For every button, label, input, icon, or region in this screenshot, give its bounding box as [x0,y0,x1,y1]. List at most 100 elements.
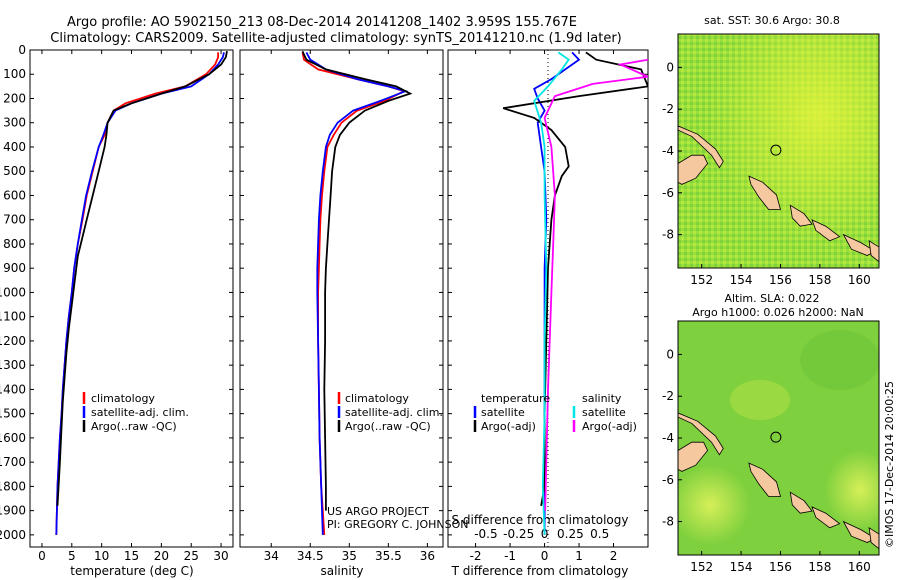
lon-tick-label: 154 [730,273,753,287]
header-line2: Climatology: CARS2009. Satellite-adjuste… [50,31,622,46]
depth-tick-label: 1300 [0,358,26,372]
x-tick-label: -2 [470,549,482,563]
sla-high-anomaly [730,380,790,420]
x-tick-label: 30 [213,549,228,563]
x-tick-label: 5 [68,549,76,563]
lon-tick-label: 160 [848,273,871,287]
x-tick-label: 20 [154,549,169,563]
series-line-argo-raw-qc- [301,50,413,511]
lat-tick-label: -8 [662,228,674,242]
lon-tick-label: 158 [808,560,831,574]
argo-position-marker [770,144,782,156]
land-island [811,219,841,242]
legend-satellite-label: satellite-adj. clim. [345,406,443,419]
lat-tick-label: -4 [662,144,674,158]
pi-annotation: PI: GREGORY C. JOHNSON [327,518,468,531]
x-tick-label: 0 [541,549,549,563]
sla-low-anomaly [800,330,879,390]
land-island [811,506,841,529]
depth-tick-label: 700 [3,213,26,227]
series-line-climatology [55,52,220,535]
legend-temperature-title: temperature [481,392,550,405]
series-line-argo-raw-qc- [56,51,228,506]
lon-tick-label: 152 [690,273,713,287]
depth-tick-label: 300 [3,116,26,130]
sla-map-title2: Argo h1000: 0.026 h2000: NaN [692,306,864,319]
legend-climatology-label: climatology [345,392,409,405]
lon-tick-label: 160 [848,560,871,574]
difference-legend: temperature satellite Argo(-adj) salinit… [473,392,637,433]
x-tick-label: 2 [610,549,618,563]
project-annotation: US ARGO PROJECT [327,505,429,518]
s-tick-label: -0.5 [474,527,497,541]
series-line-s-satellite [533,51,570,535]
legend-argo-label: Argo(..raw -QC) [91,420,177,433]
salinity-series [301,50,413,535]
lat-tick-label: -2 [662,102,674,116]
land-island [748,462,782,497]
lon-tick-label: 152 [690,560,713,574]
depth-tick-label: 500 [3,164,26,178]
sst-map-title: sat. SST: 30.6 Argo: 30.8 [704,14,840,27]
depth-tick-label: 200 [3,91,26,105]
depth-tick-label: 400 [3,140,26,154]
x-tick-label: -1 [504,549,516,563]
x-tick-label: 25 [184,549,199,563]
depth-tick-label: 1200 [0,334,26,348]
s-difference-axis-label: S difference from climatology [452,513,629,527]
land-island [748,175,782,210]
salinity-axis-ticks: 34 34.5 35 35.5 36 [264,50,435,563]
legend-t-satellite-label: satellite [481,406,525,419]
depth-tick-label: 600 [3,188,26,202]
series-line-t-argo-adj- [502,51,648,506]
t-difference-axis-ticks: -2 -1 0 1 2 [470,50,618,563]
depth-tick-label: 1400 [0,382,26,396]
x-tick-label: 1 [575,549,583,563]
t-difference-axis-label: T difference from climatology [451,564,629,578]
x-tick-label: 34 [264,549,279,563]
x-tick-label: 34.5 [297,549,324,563]
x-tick-label: 35 [342,549,357,563]
lat-tick-label: -8 [662,515,674,529]
legend-s-argo-label: Argo(-adj) [582,420,637,433]
s-tick-label: 0.5 [590,527,609,541]
salinity-panel-frame [239,49,444,548]
land-island [868,239,879,263]
temperature-legend: climatology satellite-adj. clim. Argo(..… [82,392,189,433]
sla-map-axis-ticks: 152 154 156 158 160 0 -2 -4 -6 -8 [662,347,871,574]
sla-high-anomaly [825,450,879,530]
lat-tick-label: 0 [666,347,674,361]
temperature-panel-frame [29,49,234,548]
sst-map [678,34,879,268]
temperature-series [55,51,228,535]
legend-salinity-title: salinity [582,392,622,405]
lat-tick-label: -6 [662,473,674,487]
sla-high-anomaly [678,465,750,545]
s-tick-label: -0.25 [503,527,534,541]
land-masses [678,125,879,263]
depth-axis-ticks: 0 100 200 300 400 500 600 700 800 900 1000 1100 1200… [0,43,648,542]
difference-series [502,51,648,535]
argo-position-marker [770,431,782,443]
legend-climatology-label: climatology [91,392,155,405]
land-island [678,125,724,169]
lat-tick-label: -2 [662,389,674,403]
legend-satellite-label: satellite-adj. clim. [91,406,189,419]
land-island [789,491,813,514]
lon-tick-label: 158 [808,273,831,287]
land-island [678,412,724,456]
lon-tick-label: 154 [730,560,753,574]
depth-tick-label: 800 [3,237,26,251]
imos-credit: ©IMOS 17-Dec-2014 20:00:25 [883,381,896,548]
land-island [868,526,879,550]
salinity-axis-label: salinity [320,564,363,578]
depth-tick-label: 1100 [0,310,26,324]
sla-map [678,321,879,555]
series-line-satellite-adj-clim- [55,52,225,535]
sla-map-title1: Altim. SLA: 0.022 [724,292,819,305]
depth-tick-label: 1900 [0,504,26,518]
land-island [789,204,813,227]
legend-t-argo-label: Argo(-adj) [481,420,536,433]
